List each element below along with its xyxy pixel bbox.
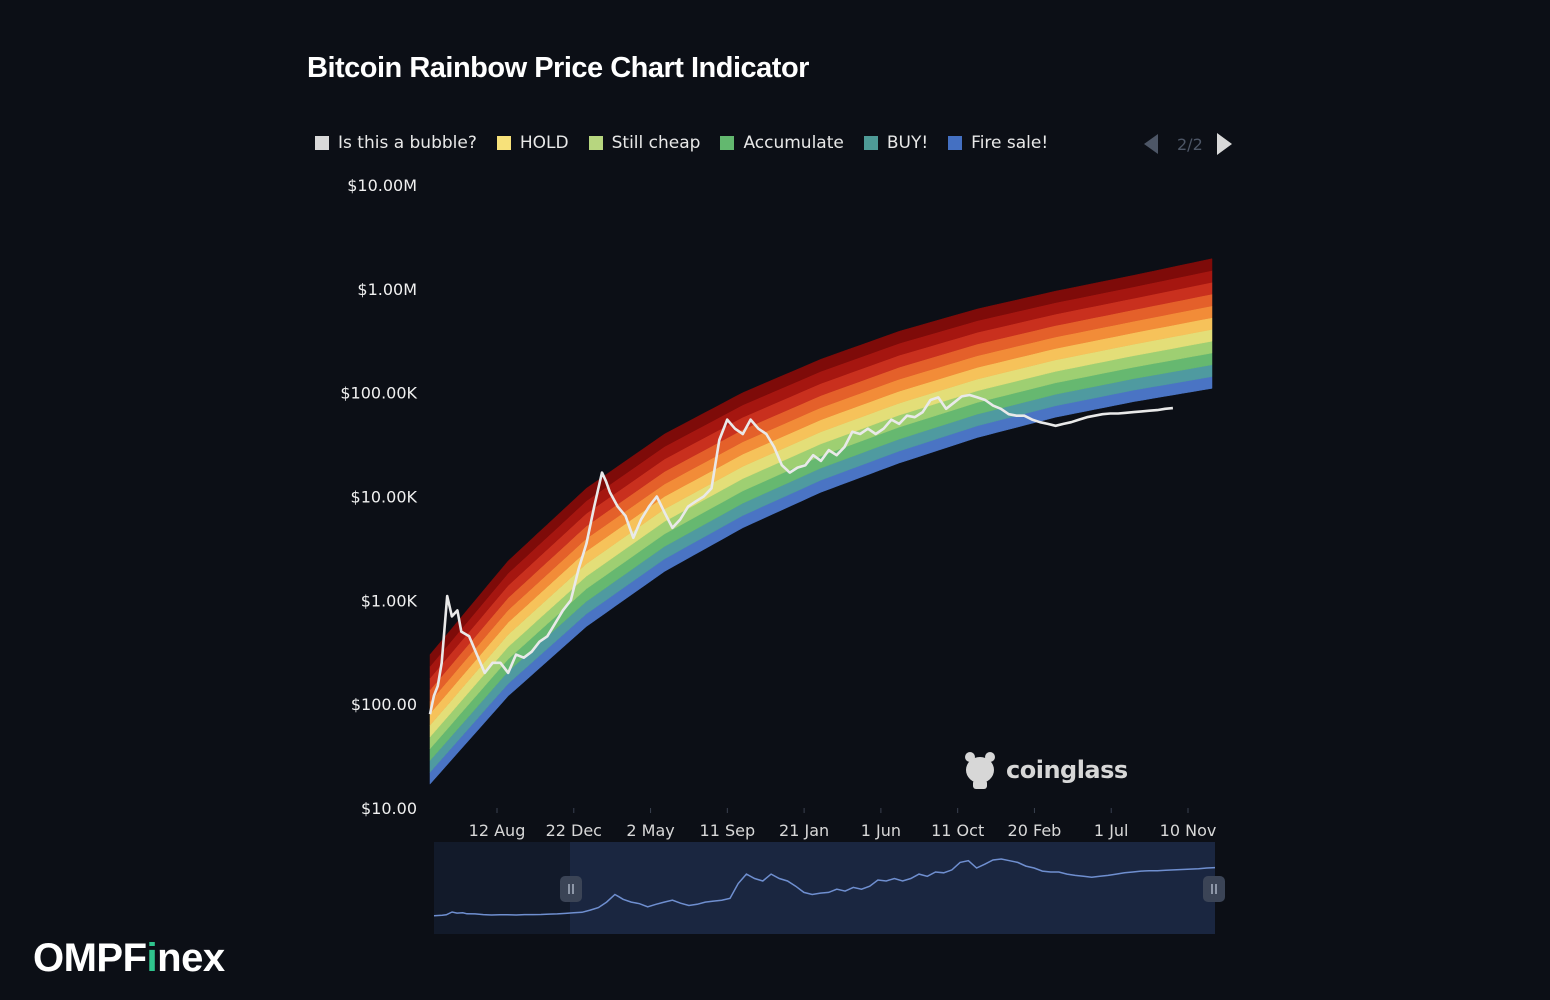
legend-item-still-cheap[interactable]: Still cheap [588, 133, 701, 153]
legend-swatch-hold [496, 136, 511, 150]
brand-prefix: OMPF [33, 936, 147, 980]
brand-accent: i [146, 936, 158, 980]
legend-label-still-cheap: Still cheap [611, 133, 701, 153]
legend-item-fire-sale[interactable]: Fire sale! [948, 133, 1048, 153]
y-tick-label: $1.00K [361, 591, 418, 610]
pager-prev-icon[interactable] [1144, 134, 1158, 154]
y-axis: $10.00 $100.00 $1.00K $10.00K $100.00K $1.00M… [340, 176, 417, 818]
pager-next-icon[interactable] [1216, 133, 1232, 155]
legend: Is this a bubble? HOLD Still cheap Accum… [315, 130, 1068, 156]
rainbow-bands [429, 258, 1213, 785]
legend-label-fire-sale: Fire sale! [971, 133, 1049, 153]
range-navigator[interactable] [433, 842, 1225, 934]
navigator-selection[interactable] [570, 842, 1215, 934]
pager-text: 2/2 [1177, 134, 1203, 154]
legend-label-hold: HOLD [519, 133, 569, 153]
y-tick-label: $10.00M [347, 176, 417, 195]
x-tick-label: 10 Nov [1160, 821, 1217, 840]
y-tick-label: $1.00M [357, 280, 417, 299]
legend-swatch-still-cheap [588, 136, 603, 150]
legend-swatch-bubble [315, 136, 329, 150]
legend-item-buy[interactable]: BUY! [863, 133, 929, 153]
watermark-text: coinglass [1006, 756, 1128, 784]
x-tick-label: 20 Feb [1008, 821, 1062, 840]
legend-item-hold[interactable]: HOLD [496, 133, 569, 153]
y-tick-label: $100.00 [351, 695, 417, 714]
coinglass-watermark: coinglass [962, 750, 1128, 790]
legend-swatch-fire-sale [948, 136, 963, 150]
x-tick-label: 2 May [626, 821, 674, 840]
legend-label-buy: BUY! [886, 133, 929, 153]
brand-suffix: nex [157, 936, 225, 980]
legend-item-bubble[interactable]: Is this a bubble? [315, 133, 477, 153]
chart-title: Bitcoin Rainbow Price Chart Indicator [307, 52, 809, 84]
legend-pager: 2/2 [1144, 131, 1232, 157]
navigator-handle-right[interactable] [1203, 876, 1225, 902]
legend-label-bubble: Is this a bubble? [338, 133, 477, 153]
y-tick-label: $10.00 [361, 799, 417, 818]
x-axis: 12 Aug 22 Dec 2 May 11 Sep 21 Jan 1 Jun 11 Oct… [469, 808, 1217, 840]
x-tick-label: 11 Oct [931, 821, 984, 840]
x-tick-label: 21 Jan [779, 821, 829, 840]
price-line [428, 393, 1174, 715]
x-tick-label: 22 Dec [546, 821, 602, 840]
brand-logo: OMPFinex [33, 936, 225, 981]
y-tick-label: $100.00K [340, 384, 417, 403]
legend-swatch-buy [863, 136, 878, 150]
x-tick-label: 1 Jun [861, 821, 901, 840]
legend-label-accumulate: Accumulate [743, 133, 844, 153]
legend-swatch-accumulate [720, 136, 735, 150]
coinglass-logo-icon [965, 752, 995, 789]
rainbow-band-11 [429, 258, 1213, 668]
x-tick-label: 1 Jul [1094, 821, 1129, 840]
y-tick-label: $10.00K [351, 488, 418, 507]
legend-item-accumulate[interactable]: Accumulate [720, 133, 844, 153]
price-series [428, 393, 1174, 715]
x-tick-label: 11 Sep [700, 821, 756, 840]
x-tick-label: 12 Aug [469, 821, 526, 840]
navigator-handle-left[interactable] [560, 876, 582, 902]
navigator-line [433, 858, 1216, 917]
